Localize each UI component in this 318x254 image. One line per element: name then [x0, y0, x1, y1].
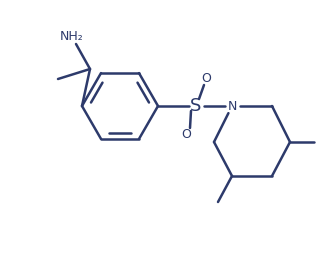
Text: N: N	[227, 100, 237, 113]
Text: O: O	[201, 71, 211, 85]
Text: NH₂: NH₂	[60, 29, 84, 42]
Text: O: O	[181, 128, 191, 140]
Text: S: S	[190, 97, 202, 115]
